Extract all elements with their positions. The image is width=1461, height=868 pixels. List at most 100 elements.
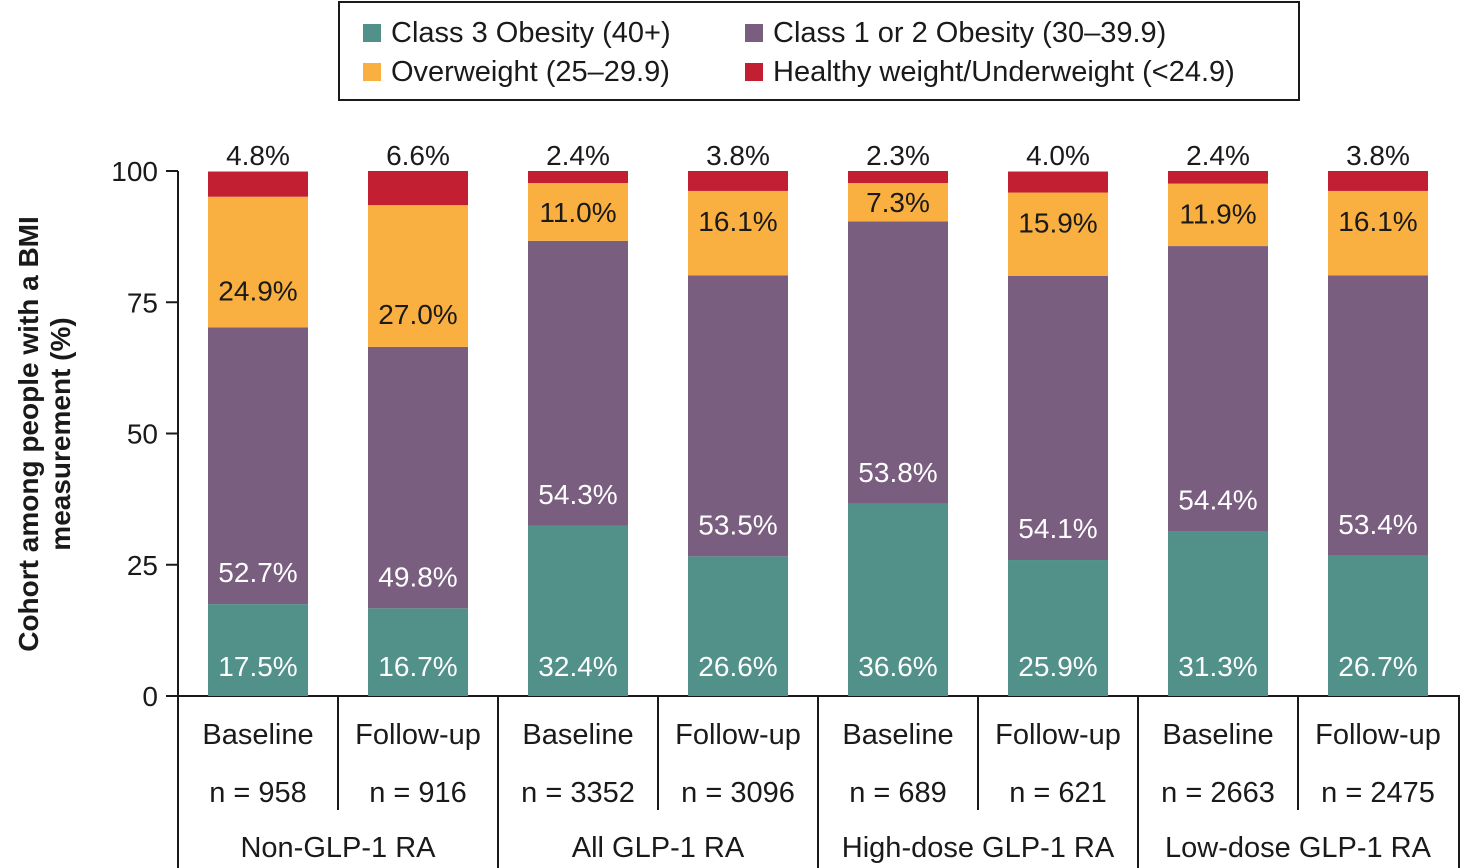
data-label-class12: 54.1%	[1018, 513, 1097, 544]
bar-segment	[368, 346, 468, 609]
data-label-class12: 54.3%	[538, 479, 617, 510]
legend-label-overweight: Overweight (25–29.9)	[391, 56, 670, 88]
data-label-healthy: 3.8%	[1346, 140, 1410, 171]
legend: Class 3 Obesity (40+) Class 1 or 2 Obesi…	[338, 1, 1300, 101]
y-tick-label: 0	[142, 681, 158, 712]
data-label-class12: 54.4%	[1178, 485, 1257, 516]
bar-segment	[848, 503, 948, 696]
data-label-healthy: 4.0%	[1026, 140, 1090, 171]
data-label-overweight: 11.9%	[1179, 199, 1256, 230]
legend-swatch-class3	[363, 24, 381, 42]
bar-segment	[688, 556, 788, 696]
bar-segment	[208, 171, 308, 197]
data-label-class3: 32.4%	[538, 651, 617, 682]
data-label-healthy: 2.4%	[1186, 140, 1250, 171]
data-label-healthy: 6.6%	[386, 140, 450, 171]
data-label-class12: 53.5%	[698, 509, 777, 540]
x-n-label: n = 689	[849, 777, 947, 809]
data-label-overweight: 15.9%	[1018, 208, 1097, 239]
bar-segment	[1008, 560, 1108, 696]
x-group-label: Low-dose GLP-1 RA	[1165, 832, 1432, 864]
data-label-overweight: 7.3%	[866, 187, 930, 218]
legend-swatch-overweight	[363, 63, 381, 81]
bar-segment	[1008, 192, 1108, 276]
bar-segment	[528, 525, 628, 696]
bar-segment	[208, 196, 308, 328]
bar-segment	[1328, 190, 1428, 276]
y-tick-label: 100	[111, 156, 158, 187]
x-category-label: Follow-up	[675, 719, 801, 751]
bar-segment	[368, 608, 468, 696]
bar-segment	[1168, 171, 1268, 184]
bar-segment	[1328, 171, 1428, 191]
bar-segment	[688, 190, 788, 276]
bar-segment	[848, 171, 948, 184]
bar-segment	[688, 171, 788, 191]
x-category-label: Follow-up	[995, 719, 1121, 751]
data-label-class12: 52.7%	[218, 557, 297, 588]
data-label-class12: 53.4%	[1338, 509, 1417, 540]
data-label-overweight: 27.0%	[378, 299, 457, 330]
x-n-label: n = 2475	[1321, 777, 1435, 809]
x-n-label: n = 3352	[521, 777, 635, 809]
data-label-class3: 16.7%	[378, 651, 457, 682]
bar-segment	[208, 604, 308, 696]
data-label-healthy: 4.8%	[226, 140, 290, 171]
bar-segment	[528, 240, 628, 526]
data-label-overweight: 11.0%	[539, 197, 616, 228]
x-category-label: Baseline	[842, 719, 953, 751]
data-label-healthy: 3.8%	[706, 140, 770, 171]
data-label-class3: 26.6%	[698, 651, 777, 682]
bar-segment	[1328, 555, 1428, 696]
data-label-overweight: 24.9%	[218, 276, 297, 307]
x-group-label: High-dose GLP-1 RA	[842, 832, 1115, 864]
x-category-label: Follow-up	[355, 719, 481, 751]
bar-segment	[848, 221, 948, 504]
bar-segment	[528, 171, 628, 184]
bar-segment	[1008, 171, 1108, 193]
x-n-label: n = 2663	[1161, 777, 1275, 809]
data-label-class3: 25.9%	[1018, 651, 1097, 682]
bar-segment	[368, 171, 468, 206]
legend-swatch-class12	[745, 24, 763, 42]
x-category-label: Baseline	[202, 719, 313, 751]
data-label-class3: 17.5%	[218, 651, 297, 682]
x-category-label: Baseline	[522, 719, 633, 751]
x-n-label: n = 958	[209, 777, 307, 809]
data-label-healthy: 2.3%	[866, 140, 930, 171]
bar-segment	[528, 183, 628, 241]
data-label-overweight: 16.1%	[698, 206, 777, 237]
legend-label-class3: Class 3 Obesity (40+)	[391, 17, 671, 49]
data-label-class3: 26.7%	[1338, 651, 1417, 682]
bar-segment	[848, 183, 948, 222]
bar-segment	[1168, 531, 1268, 696]
bar-segment	[1328, 275, 1428, 556]
x-category-label: Follow-up	[1315, 719, 1441, 751]
data-label-class12: 53.8%	[858, 457, 937, 488]
data-label-healthy: 2.4%	[546, 140, 610, 171]
legend-label-healthy: Healthy weight/Underweight (<24.9)	[773, 56, 1235, 88]
data-label-overweight: 16.1%	[1338, 206, 1417, 237]
bar-segment	[208, 327, 308, 605]
legend-swatch-healthy	[745, 63, 763, 81]
x-n-label: n = 3096	[681, 777, 795, 809]
x-group-label: All GLP-1 RA	[572, 832, 745, 864]
y-axis-title: Cohort among people with a BMImeasuremen…	[13, 216, 76, 652]
x-n-label: n = 621	[1009, 777, 1107, 809]
x-group-label: Non-GLP-1 RA	[240, 832, 436, 864]
bar-segment	[1168, 246, 1268, 532]
bar-segment	[1168, 183, 1268, 247]
data-label-class3: 36.6%	[858, 651, 937, 682]
y-tick-label: 25	[127, 550, 158, 581]
data-label-class12: 49.8%	[378, 561, 457, 592]
x-category-label: Baseline	[1162, 719, 1273, 751]
y-tick-label: 75	[127, 287, 158, 318]
bar-segment	[368, 205, 468, 347]
y-tick-label: 50	[127, 419, 158, 450]
bar-segment	[1008, 276, 1108, 561]
legend-label-class12: Class 1 or 2 Obesity (30–39.9)	[773, 17, 1167, 49]
x-n-label: n = 916	[369, 777, 467, 809]
data-label-class3: 31.3%	[1178, 651, 1257, 682]
bar-segment	[688, 275, 788, 557]
